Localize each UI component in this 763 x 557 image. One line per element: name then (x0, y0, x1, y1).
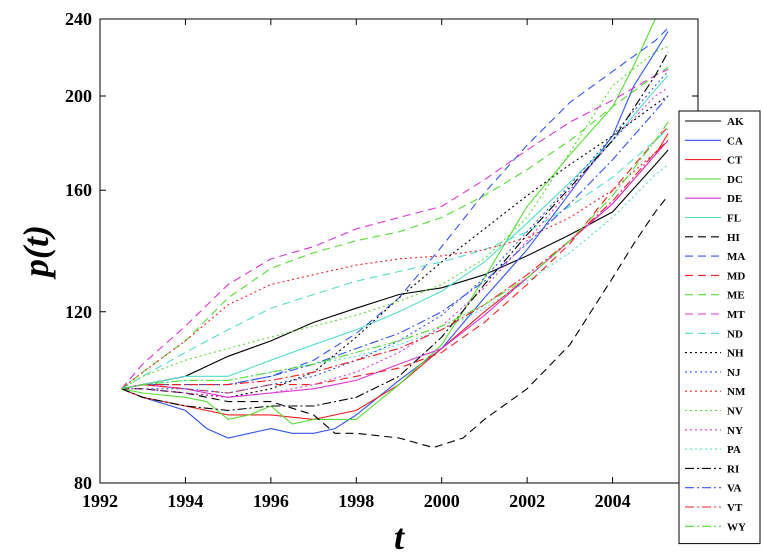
x-axis-title: t (394, 517, 405, 557)
legend-label-pa: PA (727, 444, 741, 456)
legend-label-nm: NM (727, 386, 746, 398)
series-line-fl (121, 75, 669, 390)
series-line-nj (121, 71, 669, 394)
legend-label-dc: DC (727, 174, 743, 186)
series-line-nd (121, 128, 669, 390)
legend-label-mt: MT (727, 309, 745, 321)
legend-label-me: ME (727, 290, 745, 302)
series-line-me (121, 66, 669, 390)
x-tick-label: 2000 (424, 491, 460, 511)
legend-label-hi: HI (727, 232, 740, 244)
series-line-ny (121, 87, 669, 398)
series-line-mt (120, 68, 669, 390)
x-tick-label: 1992 (82, 491, 118, 511)
legend-box (678, 110, 761, 545)
series-lines (120, 19, 669, 449)
series-line-nh (121, 95, 669, 398)
legend-label-va: VA (727, 483, 742, 495)
y-tick-label: 240 (65, 9, 92, 29)
series-line-ak (121, 149, 669, 390)
legend-label-nd: ND (727, 328, 743, 340)
axis-ticks: 1992199419961998200020022004200680120160… (65, 9, 716, 511)
y-tick-label: 120 (65, 302, 92, 322)
series-line-va (121, 95, 669, 390)
legend-label-md: MD (727, 270, 745, 282)
legend-label-nv: NV (727, 406, 743, 418)
series-line-ca (121, 31, 669, 439)
legend-label-de: DE (727, 193, 742, 205)
y-tick-label: 200 (65, 86, 92, 106)
series-line-md (121, 126, 669, 394)
x-tick-label: 1996 (253, 491, 289, 511)
legend-label-nj: NJ (727, 367, 741, 379)
legend-label-ct: CT (727, 155, 743, 167)
x-tick-label: 2004 (595, 491, 631, 511)
x-tick-label: 2002 (509, 491, 545, 511)
series-line-ri (121, 51, 669, 411)
series-line-hi (121, 195, 669, 449)
y-axis-title: p(t) (16, 225, 56, 280)
legend-label-ny: NY (727, 425, 743, 437)
legend-label-fl: FL (727, 213, 741, 225)
x-tick-label: 1998 (338, 491, 374, 511)
series-line-dc (121, 19, 656, 425)
x-tick-label: 1994 (167, 491, 203, 511)
legend-label-ca: CA (727, 135, 743, 147)
series-line-ma (121, 27, 669, 390)
legend-label-ri: RI (727, 463, 739, 475)
series-line-de (121, 140, 669, 398)
y-tick-label: 80 (74, 473, 92, 493)
legend-label-ma: MA (727, 251, 745, 263)
y-tick-label: 160 (65, 180, 92, 200)
legend-label-vt: VT (727, 502, 743, 514)
legend-label-nh: NH (727, 348, 744, 360)
series-line-nv (121, 45, 669, 390)
legend: AK CA CT DC DE FL HI MA MD ME MT ND NH NJ NM NV NY PA RI VA… (678, 110, 761, 545)
legend-label-ak: AK (727, 116, 744, 128)
legend-label-wy: WY (727, 521, 746, 533)
series-line-nm (121, 140, 669, 390)
